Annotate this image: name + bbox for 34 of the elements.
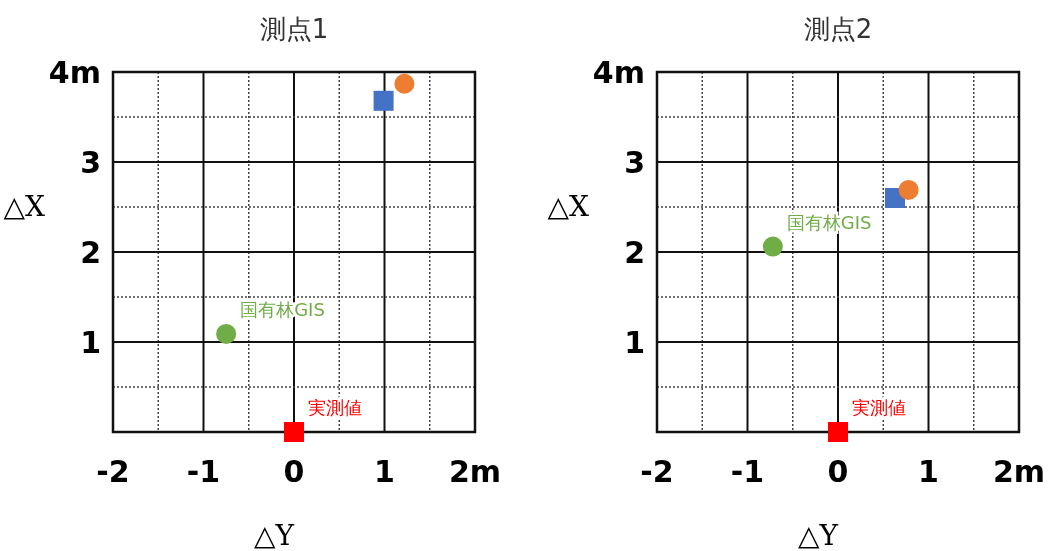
x-tick-label: -2 <box>640 454 674 489</box>
y-tick-label: 2 <box>80 235 101 270</box>
y-tick-label: 3 <box>80 145 101 180</box>
y-tick-label: 4m <box>48 55 101 90</box>
point <box>373 90 394 111</box>
x-tick-label: -1 <box>186 454 221 489</box>
y-tick-label: 1 <box>624 325 645 360</box>
x-tick-label: 1 <box>918 454 939 489</box>
series-label: 国有林GIS <box>240 298 325 320</box>
x-tick-label: 2m <box>992 454 1046 489</box>
y-tick-label: 4m <box>592 55 645 90</box>
x-axis-title: △Y <box>797 519 839 551</box>
point <box>762 236 783 257</box>
x-tick-label: 0 <box>827 454 849 489</box>
point <box>284 422 304 442</box>
x-axis-title: △Y <box>253 519 295 551</box>
x-tick-label: 1 <box>374 454 395 489</box>
y-axis-title: △X <box>3 190 46 223</box>
x-tick-label: -1 <box>730 454 765 489</box>
y-tick-label: 2 <box>624 235 645 270</box>
x-tick-label: 2m <box>448 454 502 489</box>
point <box>394 73 415 94</box>
point <box>216 323 237 344</box>
x-tick-label: -2 <box>96 454 130 489</box>
series-label: 実測値 <box>308 397 362 418</box>
series-label: 実測値 <box>852 397 906 418</box>
y-tick-label: 3 <box>624 145 645 180</box>
point <box>828 422 848 442</box>
point <box>898 179 919 200</box>
chart-title: 測点1 <box>259 14 329 44</box>
x-tick-label: 0 <box>283 454 305 489</box>
chart-title: 測点2 <box>803 14 873 44</box>
y-axis-title: △X <box>547 190 590 223</box>
y-tick-label: 1 <box>80 325 101 360</box>
